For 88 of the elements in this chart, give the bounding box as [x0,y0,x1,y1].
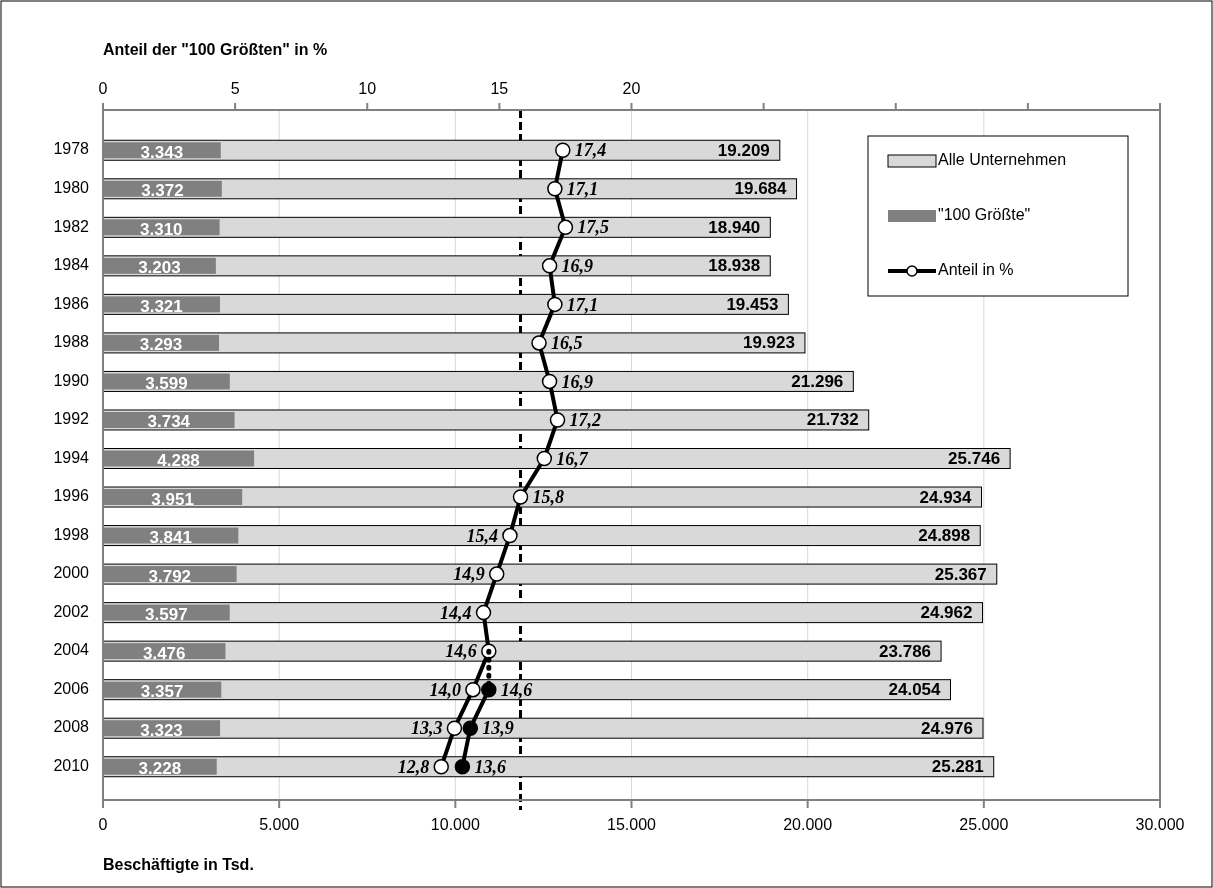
legend-label: "100 Größte" [938,206,1031,224]
data-label: 3.323 [140,720,183,740]
y-tick-label: 1996 [53,487,90,505]
data-label: 24.976 [920,718,973,738]
data-label: 4.288 [157,450,200,470]
y-tick-label: 2002 [53,602,90,620]
x2-tick-label: 0 [98,80,108,97]
data-label: 18.938 [708,256,761,276]
legend-label: Alle Unternehmen [938,151,1067,169]
data-label: 3.841 [149,528,192,548]
y-tick-label: 2006 [53,679,90,697]
data-label: 3.321 [140,296,183,316]
data-label: 16,9 [561,371,594,392]
data-label: 25.367 [934,564,987,584]
data-label: 16,5 [551,333,583,354]
data-label: 17,1 [566,294,599,315]
x-axis-title: Beschäftigte in Tsd. [103,856,254,873]
data-label: 3.951 [151,489,194,509]
data-label: 21.296 [791,371,844,391]
data-label: 3.343 [140,142,184,162]
data-label: 13,9 [482,718,514,739]
data-label: 25.746 [948,448,1001,468]
y-tick-label: 1978 [53,140,90,158]
data-label: 15,4 [466,525,498,546]
data-label: 21.732 [806,410,859,430]
data-label: 3.310 [140,219,183,239]
data-label: 3.203 [138,258,181,278]
data-label: 16,9 [561,255,594,276]
y-tick-label: 2004 [53,641,90,659]
y-tick-label: 2010 [53,756,90,774]
data-label: 17,1 [566,178,599,199]
y-tick-label: 1990 [53,371,90,389]
data-label: 3.228 [138,759,182,779]
data-label: 14,6 [445,641,477,662]
x2-tick-label: 20 [622,80,641,97]
data-label: 19.209 [717,140,770,160]
x-tick-label: 5.000 [259,816,300,833]
data-label: 14,9 [453,564,485,585]
data-label: 24.934 [919,487,973,507]
x-tick-label: 10.000 [430,816,480,833]
data-label: 16,7 [556,448,589,469]
x2-tick-label: 15 [490,80,509,97]
data-label: 25.281 [931,757,984,777]
y-tick-label: 1986 [53,294,90,312]
data-label: 19.684 [734,179,788,199]
data-label: 17,4 [574,140,607,161]
x2-tick-label: 10 [358,80,377,97]
y-tick-label: 2000 [53,564,90,582]
data-label: 3.293 [139,335,183,355]
data-label: 24.962 [920,603,973,623]
x2-tick-label: 5 [230,80,240,97]
x-tick-label: 25.000 [959,816,1009,833]
data-label: 24.898 [918,526,971,546]
data-label: 3.599 [145,373,188,393]
x-tick-label: 20.000 [783,816,833,833]
x-tick-label: 30.000 [1135,816,1185,833]
data-label: 3.476 [142,643,186,663]
data-label: 19.923 [742,333,795,353]
data-label: 18.940 [708,217,761,237]
data-label: 12,8 [397,756,430,777]
y-tick-label: 1984 [53,256,90,274]
x-tick-label: 15.000 [607,816,657,833]
y-tick-label: 1988 [53,333,90,351]
data-label: 17,2 [569,410,602,431]
data-label: 3.734 [147,412,191,432]
y-tick-label: 1982 [53,217,90,235]
chart-title: Anteil der "100 Größten" in % [103,41,328,58]
data-label: 3.792 [148,566,192,586]
data-label: 13,6 [474,756,506,777]
data-label: 14,0 [429,679,461,700]
data-label: 3.357 [140,682,184,702]
data-label: 24.054 [888,680,942,700]
data-label: 15,8 [532,487,565,508]
x-tick-label: 0 [98,816,108,833]
y-tick-label: 2008 [53,718,90,736]
data-label: 3.372 [141,181,184,201]
y-tick-label: 1992 [53,410,90,428]
data-label: 23.786 [879,641,932,661]
data-label: 17,5 [577,217,609,238]
data-label: 14,6 [500,679,533,700]
y-tick-label: 1998 [53,525,90,543]
data-label: 3.597 [145,605,188,625]
data-label: 19.453 [726,294,779,314]
y-tick-label: 1994 [53,448,90,466]
data-label: 13,3 [410,718,443,739]
legend-label: Anteil in % [938,261,1014,279]
data-label: 14,4 [440,602,472,623]
y-tick-label: 1980 [53,179,90,197]
